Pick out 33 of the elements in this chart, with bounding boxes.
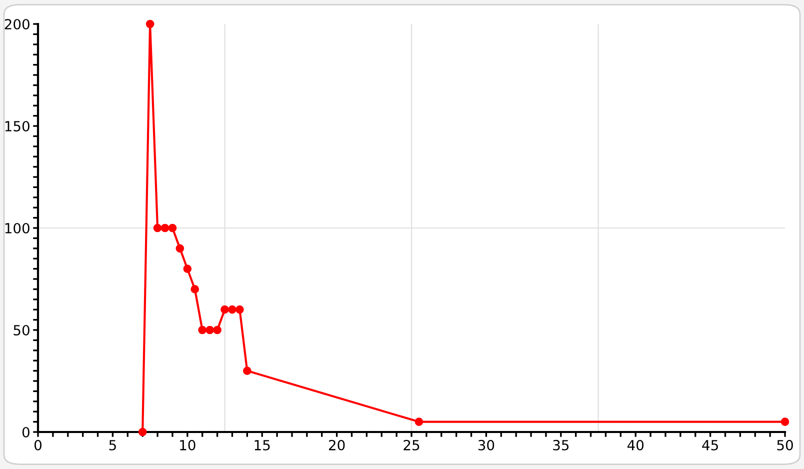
x-tick-label: 35 bbox=[553, 440, 569, 450]
point bbox=[228, 305, 236, 314]
point bbox=[168, 224, 177, 232]
y-tick-label: 0 bbox=[22, 426, 30, 438]
point bbox=[146, 20, 154, 28]
point bbox=[183, 264, 192, 273]
point bbox=[206, 326, 214, 334]
point bbox=[780, 418, 790, 426]
point bbox=[160, 224, 170, 232]
y-tick-label: 150 bbox=[5, 120, 30, 132]
point bbox=[176, 244, 184, 253]
point bbox=[220, 305, 229, 314]
point bbox=[213, 326, 222, 334]
y-tick-label: 200 bbox=[4, 18, 30, 30]
x-tick-label: 50 bbox=[777, 440, 793, 450]
x-tick-label: 40 bbox=[627, 440, 644, 450]
point bbox=[190, 285, 200, 294]
x-tick-label: 30 bbox=[478, 440, 494, 450]
point bbox=[153, 224, 162, 232]
x-tick-label: 20 bbox=[328, 440, 345, 450]
x-tick-label: 15 bbox=[254, 440, 270, 450]
x-tick-label: 5 bbox=[109, 440, 116, 450]
point bbox=[138, 428, 147, 436]
x-tick-label: 0 bbox=[34, 440, 42, 450]
point bbox=[414, 418, 424, 426]
x-tick-label: 10 bbox=[180, 440, 196, 450]
y-tick-label: 100 bbox=[5, 222, 30, 234]
y-tick-label: 50 bbox=[14, 324, 30, 336]
point bbox=[198, 326, 207, 334]
point bbox=[236, 305, 244, 314]
point bbox=[242, 366, 252, 375]
x-tick-label: 45 bbox=[702, 440, 718, 450]
x-tick-label: 25 bbox=[404, 440, 420, 450]
